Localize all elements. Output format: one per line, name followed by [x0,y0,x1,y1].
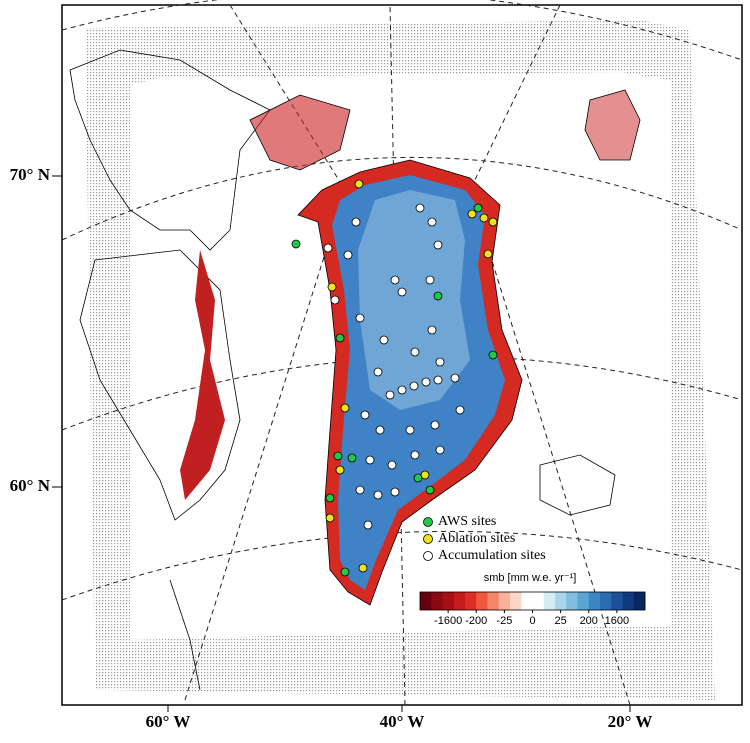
colorbar-tick-label: -200 [465,615,487,627]
colorbar-swatch [532,592,545,610]
colorbar-swatch [510,592,522,610]
colorbar-tick-label: -25 [496,615,512,627]
colorbar-swatch [476,592,488,610]
colorbar-swatch [588,592,601,610]
colorbar-tick-label: -1600 [434,615,462,627]
axis-labels: 70° N 60° N 60° W 40° W 20° W [10,165,653,731]
legend-marker [423,534,433,544]
lat-label: 60° N [10,476,51,495]
colorbar-tick-label: 1600 [605,615,629,627]
lon-label: 60° W [146,712,191,731]
coastlines [69,49,641,691]
lon-label: 40° W [380,712,425,731]
ice-cap-margin [180,250,225,500]
colorbar-swatch [442,592,455,610]
colorbar-tick-label: 25 [555,615,567,627]
legend-label: Ablation sites [438,531,515,546]
colorbar-swatch [487,592,500,610]
colorbar-swatch [577,592,590,610]
colorbar-swatch [543,592,556,610]
colorbar-swatch [465,592,477,610]
sites [291,179,498,577]
colorbar-swatch [453,592,466,610]
colorbar-swatch [498,592,511,610]
colorbar-swatch [633,592,646,610]
legend-label: Accumulation sites [438,548,546,563]
colorbar-swatch [555,592,567,610]
colorbar-swatch [420,592,432,610]
lat-label: 70° N [10,165,51,184]
colorbar-swatch [600,592,612,610]
colorbar-swatch [566,592,578,610]
legend: AWS sites Ablation sites Accumulation site… [423,514,546,563]
colorbar-swatch [622,592,635,610]
colorbar-tick-label: 0 [529,615,535,627]
colorbar-title: smb [mm w.e. yr⁻¹] [484,572,577,584]
colorbar: smb [mm w.e. yr⁻¹] -1600 -200 -25 0 25 200 1600 [419,572,646,627]
colorbar-swatch [521,592,533,610]
legend-marker [423,551,433,561]
legend-marker [423,517,433,527]
colorbar-swatch [431,592,443,610]
graticule [61,0,743,706]
legend-label: AWS sites [438,514,496,529]
grid-domain [85,20,715,700]
lon-label: 20° W [608,712,653,731]
colorbar-tick-label: 200 [580,615,598,627]
colorbar-swatch [611,592,623,610]
